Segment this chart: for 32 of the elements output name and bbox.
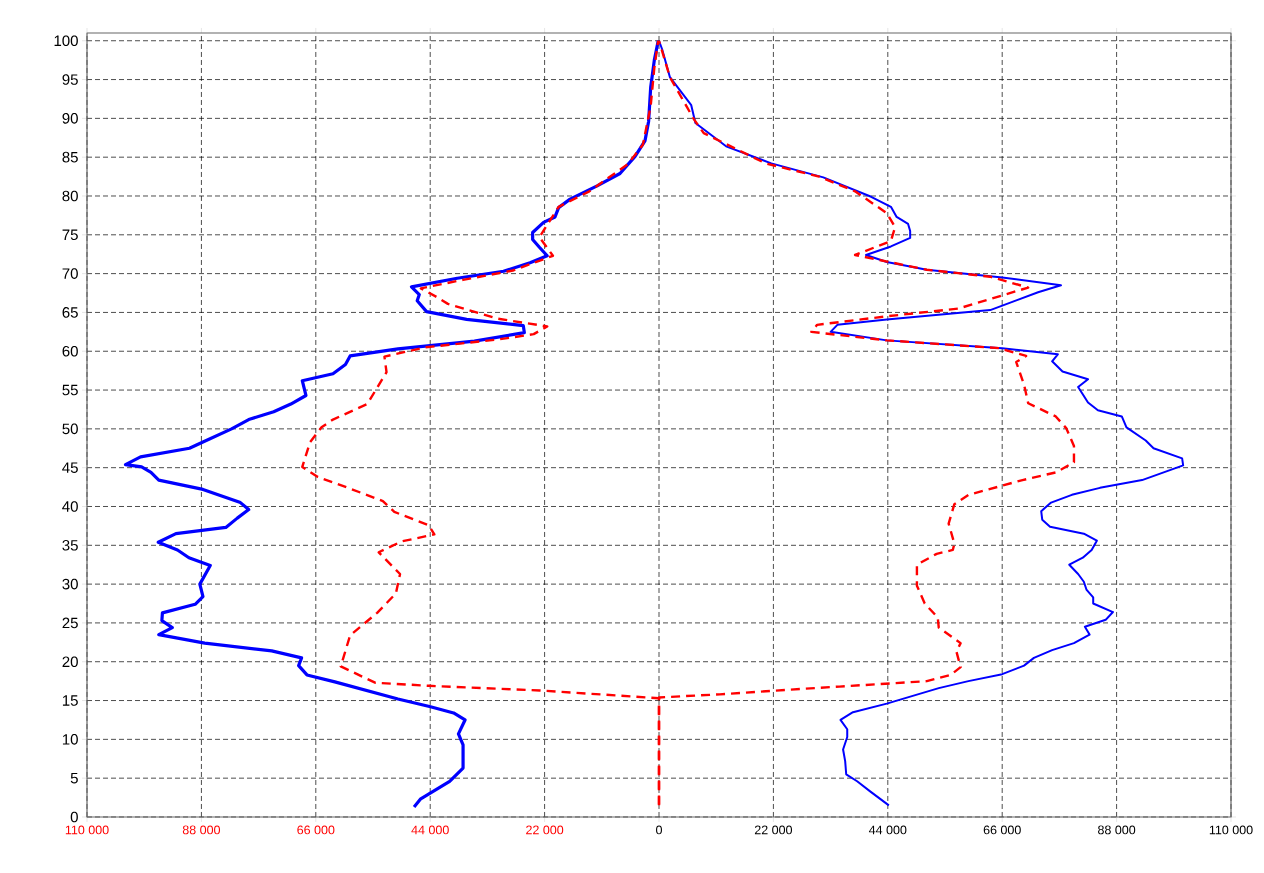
x-tick-label: 44 000 [411,825,449,835]
y-tick-label: 85 [62,151,78,163]
y-tick-label: 5 [70,772,78,784]
y-tick-label: 10 [62,734,78,745]
x-tick-label: 88 000 [1098,825,1136,835]
y-tick-label: 55 [62,384,78,396]
x-tick-label: 66 000 [297,825,335,835]
y-tick-label: 35 [62,539,78,551]
y-tick-label: 40 [62,501,78,512]
x-tick-label: 110 000 [65,825,109,835]
x-tick-label: 22 000 [526,825,564,835]
y-tick-label: 15 [62,695,78,706]
y-tick-label: 65 [62,307,78,318]
x-tick-label: 66 000 [983,825,1021,835]
y-tick-label: 30 [62,578,78,590]
y-tick-label: 100 [54,35,78,47]
y-tick-label: 70 [62,268,78,279]
y-tick-label: 75 [62,229,78,241]
y-tick-label: 90 [62,113,78,124]
y-tick-label: 20 [62,656,78,668]
y-tick-label: 50 [62,423,78,435]
x-tick-label: 22 000 [754,825,793,835]
y-tick-label: 80 [62,190,78,202]
y-tick-label: 95 [62,74,78,85]
x-tick-label: 44 000 [868,825,907,835]
y-tick-label: 0 [70,811,78,823]
y-tick-label: 25 [62,617,78,629]
x-tick-label: 0 [656,825,662,835]
y-tick-label: 45 [62,462,78,473]
x-tick-label: 88 000 [182,825,221,835]
x-tick-label: 110 000 [1209,825,1253,835]
y-tick-label: 60 [62,345,78,357]
